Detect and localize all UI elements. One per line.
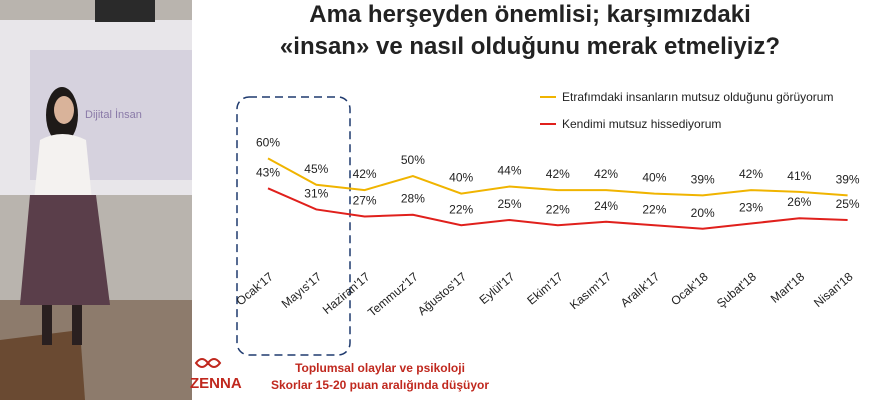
legend-label: Kendimi mutsuz hissediyorum: [562, 117, 721, 131]
data-label: 22%: [642, 202, 666, 216]
data-label: 39%: [691, 172, 715, 186]
data-label: 26%: [787, 195, 811, 209]
data-label: 45%: [304, 162, 328, 176]
series-line: [267, 157, 848, 197]
projector: [95, 0, 155, 22]
data-label: 42%: [353, 167, 377, 181]
annotation: Skorlar 15-20 puan aralığında düşüyor: [271, 378, 489, 392]
x-tick-label: Şubat'18: [714, 269, 759, 310]
data-label: 40%: [642, 171, 666, 185]
data-label: 43%: [256, 165, 280, 179]
data-label: 24%: [594, 199, 618, 213]
logo-text: ZENNA: [190, 375, 242, 392]
data-label: 28%: [401, 192, 425, 206]
chart: 60% 45% 42% 50% 40% 44% 42% 42% 40% 39% 42% 41% 39% E…: [233, 90, 859, 319]
series-line: [267, 187, 848, 230]
face: [54, 96, 74, 124]
data-label: 60%: [256, 135, 280, 149]
shirt: [34, 134, 92, 200]
x-tick-label: Kasım'17: [567, 269, 614, 312]
x-tick-label: Temmuz'17: [365, 269, 421, 319]
x-tick-label: Ocak'17: [233, 269, 276, 308]
logo-icon: [194, 358, 222, 368]
x-tick-label: Ocak'18: [668, 269, 711, 308]
x-tick-label: Mart'18: [768, 269, 808, 305]
legend-label: Etrafımdaki insanların mutsuz olduğunu g…: [562, 90, 833, 104]
data-label: 42%: [546, 167, 570, 181]
data-label: 42%: [739, 167, 763, 181]
data-label: 31%: [304, 186, 328, 200]
logo: ZENNA: [190, 358, 242, 392]
annotation: Toplumsal olaylar ve psikoloji: [295, 361, 465, 375]
data-label: 40%: [449, 171, 473, 185]
data-label: 39%: [836, 172, 860, 186]
highlight-box: [236, 96, 351, 356]
leg: [72, 305, 82, 345]
x-tick-label: Eylül'17: [477, 269, 518, 307]
data-label: 44%: [497, 164, 521, 178]
data-label: 50%: [401, 153, 425, 167]
data-label: 42%: [594, 167, 618, 181]
x-tick-label: Mayıs'17: [279, 269, 325, 311]
photo: Dijital İnsan: [0, 0, 192, 400]
data-label: 27%: [353, 193, 377, 207]
x-tick-label: Ekim'17: [524, 269, 566, 307]
data-label: 20%: [691, 206, 715, 220]
data-label: 23%: [739, 201, 763, 215]
skirt: [20, 195, 110, 305]
data-label: 41%: [787, 169, 811, 183]
data-label: 25%: [497, 197, 521, 211]
x-tick-label: Nisan'18: [811, 269, 856, 310]
title: «insan» ve nasıl olduğunu merak etmeliyi…: [280, 33, 780, 60]
stool: [0, 330, 85, 400]
x-tick-label: Aralık'17: [618, 269, 663, 310]
data-label: 25%: [836, 197, 860, 211]
data-label: 22%: [546, 202, 570, 216]
x-tick-label: Ağustos'17: [415, 269, 469, 318]
slide-text: Dijital İnsan: [85, 108, 142, 121]
data-label: 22%: [449, 202, 473, 216]
leg: [42, 305, 52, 345]
title: Ama herşeyden önemlisi; karşımızdaki: [309, 1, 751, 28]
